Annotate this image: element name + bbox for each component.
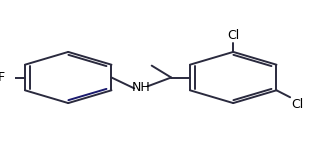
Text: NH: NH [132,81,150,94]
Text: F: F [0,71,5,84]
Text: Cl: Cl [292,98,304,111]
Text: Cl: Cl [227,29,239,42]
